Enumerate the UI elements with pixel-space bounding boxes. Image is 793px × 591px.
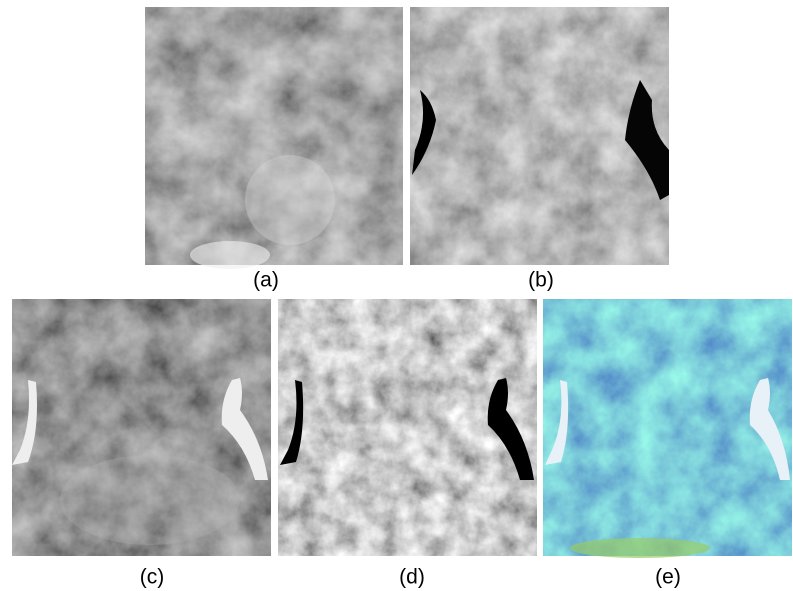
caption: (c) bbox=[140, 566, 165, 589]
caption: (d) bbox=[399, 566, 425, 589]
figure: (a) (b) (c) (d) (e) bbox=[0, 0, 793, 591]
image-c bbox=[12, 299, 271, 556]
image-e bbox=[543, 299, 792, 558]
image-b bbox=[410, 7, 669, 265]
caption: (e) bbox=[655, 566, 681, 589]
image-d bbox=[278, 299, 537, 556]
image-a bbox=[145, 7, 403, 269]
caption: (a) bbox=[253, 269, 279, 292]
caption: (b) bbox=[528, 269, 554, 292]
